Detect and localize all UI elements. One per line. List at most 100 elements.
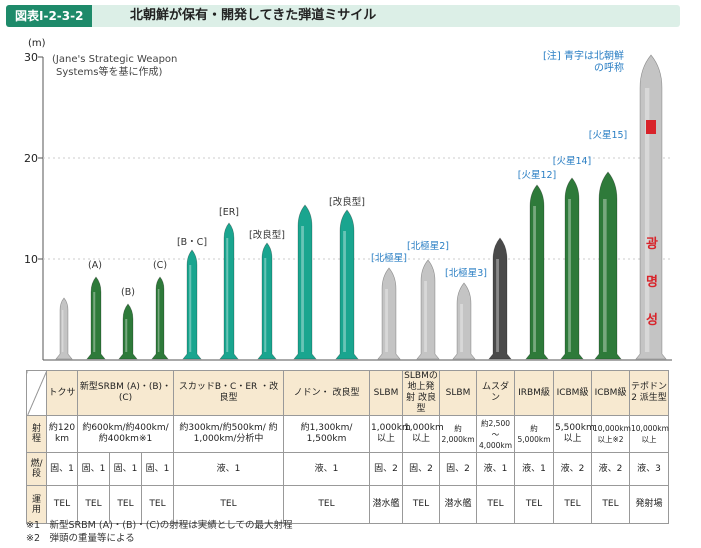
missile-label-hwasong12: [火星12] [517,170,557,181]
y-tick-20: 20 [24,152,38,165]
missile-label-scud-bc: [B・C] [176,237,208,248]
header-slbm-ground: SLBMの 地上発射 改良型 [402,370,441,416]
missile-pukguksong [377,267,401,360]
missile-hwasong14-body [560,177,584,360]
range-slbm-2: 約2,000km [439,415,478,453]
missile-scud-er [219,222,239,360]
missile-label-pukguksong3: [北極星3] [445,268,487,279]
range-musudan: 約2,500～ 4,000km [476,415,516,453]
op-icbm-2: TEL [591,485,631,524]
source-line-2: Systems等を基に作成) [56,67,163,78]
range-irbm: 約5,000km [514,415,555,453]
header-new-srbm: 新型SRBM (A)・(B)・(C) [76,370,175,416]
missile-srbm-c-body [151,276,169,360]
header-toksa: トクサ [46,370,78,416]
range-slbm-ground: 1,000km 以上 [402,415,444,453]
op-taepodong2: 発射場 [629,485,670,524]
range-nodong: 約1,300km/ 1,500km [283,415,371,453]
missile-srbm-b-body [118,303,138,360]
header-slbm-1: SLBM [369,370,404,416]
header-irbm: IRBM級 [514,370,555,416]
missile-srbm-b [118,303,138,360]
fuel-taepodong2: 液、3 [629,452,670,486]
range-icbm-2: 10,000km 以上※2 [591,415,631,453]
fuel-musudan: 液、1 [476,452,516,486]
rocket-text: 광 명 성 [640,226,664,340]
fuel-slbm-1: 固、2 [369,452,404,486]
axis-unit: (m) [28,38,46,49]
range-taepodong2: 10,000km 以上 [629,415,670,453]
missile-hwasong12 [525,184,549,360]
missile-musudan-body [488,237,512,360]
header-slbm-2: SLBM [439,370,478,416]
missile-pukguksong3 [452,282,476,360]
missile-nodong [293,204,317,360]
missile-hwasong15 [594,171,622,360]
fuel-slbm-2: 固、2 [439,452,478,486]
range-slbm-1: 1,000km 以上 [369,415,411,453]
missile-srbm-a [86,276,106,360]
op-slbm-1: 潜水艦 [369,485,404,524]
op-srbm-c: TEL [140,485,175,524]
header-scud: スカッドB・C・ER ・改良型 [173,370,285,416]
range-row: 射程 約120 km 約600km/約400km/ 約400km※1 約300k… [26,415,670,453]
missile-group [55,54,667,360]
op-musudan: TEL [476,485,516,524]
missile-pukguksong2-body [416,259,440,360]
missile-label-hwasong15: [火星15] [588,130,628,141]
missile-hwasong15-body [594,171,622,360]
header-taepodong2: テポドン2 派生型 [629,370,670,416]
missile-label-scud-er: [ER] [218,207,240,218]
range-icbm-1: 5,500km 以上 [553,415,595,453]
figure-header: 図表Ⅰ-2-3-2 北朝鮮が保有・開発してきた弾道ミサイル [6,5,680,27]
op-nodong: TEL [283,485,371,524]
missile-label-b: (B) [121,287,135,298]
missile-label-a: (A) [88,260,102,271]
row-header-operation: 運用 [26,485,47,524]
missile-scud-bc [182,249,202,360]
range-new-srbm: 約600km/約400km/ 約400km※1 [76,415,175,453]
fuel-icbm-1: 液、2 [553,452,593,486]
fuel-slbm-ground: 固、2 [402,452,441,486]
y-tick-10: 10 [24,253,38,266]
rocket-flag-mark [646,120,656,134]
figure-title: 北朝鮮が保有・開発してきた弾道ミサイル [130,8,377,23]
missile-hwasong12-body [525,184,549,360]
op-toksa: TEL [46,485,78,524]
source-note: (Jane's Strategic Weapon Systems等を基に作成) [52,53,177,79]
fuel-srbm-b: 固、1 [109,452,142,486]
rocket-char-2: 명 [646,275,658,290]
operation-row: 運用 TEL TEL TEL TEL TEL TEL 潜水艦 TEL 潜水艦 T… [26,485,670,524]
missile-unha-body [635,54,667,360]
legend-note: [注] 青字は北朝鮮 の呼称 [543,51,624,75]
missile-pukguksong-body [377,267,401,360]
missile-scud-improved [257,242,277,360]
footnote-1: ※1 新型SRBM (A)・(B)・(C)の射程は実績としての最大射程 [26,520,293,531]
missile-scud-bc-body [182,249,202,360]
rocket-char-1: 광 [646,237,658,252]
missile-nodong-body [293,204,317,360]
missile-nodong-improved [335,209,359,360]
missile-toksa [55,297,73,360]
missile-nodong-improved-body [335,209,359,360]
missile-label-pukguksong: [北極星] [371,253,407,264]
header-icbm-2: ICBM級 [591,370,631,416]
missile-pukguksong3-body [452,282,476,360]
missile-label-nodong-improved: [改良型] [329,197,365,208]
source-line-1: (Jane's Strategic Weapon [52,54,178,65]
op-slbm-ground: TEL [402,485,441,524]
missile-srbm-a-body [86,276,106,360]
missile-label-pukguksong2: [北極星2] [407,241,449,252]
missile-chart [38,54,672,361]
op-slbm-2: 潜水艦 [439,485,478,524]
fuel-irbm: 液、1 [514,452,555,486]
fuel-toksa: 固、1 [46,452,78,486]
header-icbm-1: ICBM級 [553,370,593,416]
missile-scud-improved-body [257,242,277,360]
fuel-srbm-a: 固、1 [77,452,110,486]
missile-scud-er-body [219,222,239,360]
op-icbm-1: TEL [553,485,593,524]
missile-srbm-c [151,276,169,360]
op-scud: TEL [173,485,285,524]
legend-note-line-1: [注] 青字は北朝鮮 [543,51,624,62]
